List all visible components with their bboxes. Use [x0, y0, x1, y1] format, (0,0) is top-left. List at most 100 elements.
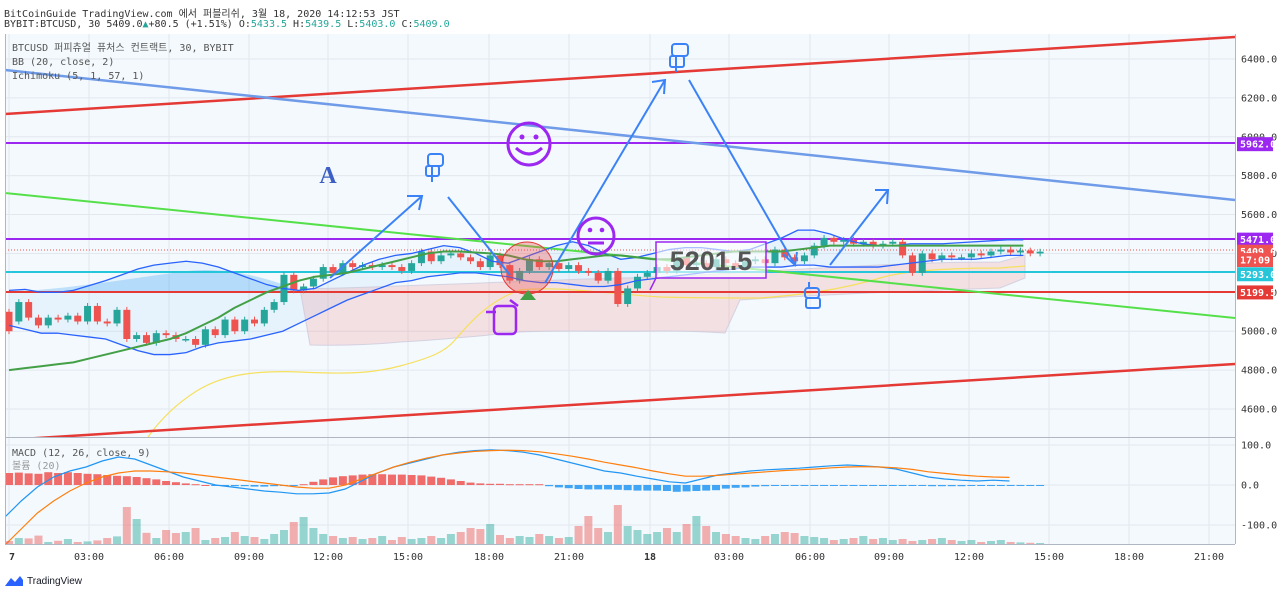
volume-bar: [810, 537, 819, 544]
volume-bar: [918, 540, 927, 544]
volume-bar: [662, 528, 671, 544]
macd-hist-bar: [633, 485, 642, 491]
macd-hist-bar: [289, 485, 298, 486]
volume-bar: [712, 532, 721, 544]
volume-bar: [878, 538, 887, 544]
macd-hist-bar: [780, 485, 789, 486]
time-tick: 09:00: [234, 552, 264, 563]
candle: [771, 246, 779, 267]
macd-hist-bar: [682, 485, 691, 492]
candle: [476, 258, 484, 270]
time-axis[interactable]: 7 03:00 06:00 09:00 12:00 15:00 18:00 21:00 18 03…: [9, 552, 1224, 563]
macd-hist-bar: [535, 484, 544, 486]
candle: [93, 303, 101, 325]
candle: [486, 252, 494, 270]
legend-bb: BB (20, close, 2): [12, 57, 114, 68]
macd-hist-bar: [859, 485, 868, 486]
volume-bar: [1006, 542, 1015, 544]
macd-hist-bar: [820, 485, 829, 486]
candle: [614, 268, 622, 307]
svg-text:5199.5: 5199.5: [1240, 288, 1276, 299]
volume-bar: [14, 538, 23, 544]
volume-bar: [594, 528, 603, 544]
candle: [192, 336, 200, 348]
candle: [1026, 247, 1034, 257]
macd-hist-bar: [14, 472, 23, 485]
price-label: 17:09: [1237, 253, 1273, 268]
candle: [84, 303, 92, 325]
candle: [918, 250, 926, 276]
volume-bar: [839, 539, 848, 544]
candle: [5, 308, 13, 335]
price-tick: 4600.0: [1241, 405, 1277, 416]
volume-bar: [505, 538, 514, 544]
time-tick: 21:00: [554, 552, 584, 563]
volume-bar: [466, 528, 475, 544]
candle: [830, 234, 838, 245]
macd-hist-bar: [810, 485, 819, 486]
volume-bar: [486, 524, 495, 544]
macd-hist-bar: [751, 485, 760, 487]
main-pane: 5201.5 A: [5, 35, 1235, 437]
volume-bar: [829, 540, 838, 544]
highlight-circle: [500, 241, 554, 295]
macd-hist-bar: [977, 485, 986, 486]
volume-bar: [496, 535, 504, 544]
volume-bar: [967, 540, 976, 544]
volume-bar: [211, 538, 220, 544]
macd-hist-bar: [702, 485, 711, 491]
macd-hist-bar: [584, 485, 593, 490]
macd-hist-bar: [829, 485, 838, 486]
projection-arrows: [329, 78, 890, 284]
bb-lower-line: [8, 254, 1024, 356]
macd-hist-bar: [103, 475, 112, 485]
candle: [251, 316, 258, 327]
macd-hist-bar: [721, 485, 730, 489]
time-tick: 09:00: [874, 552, 904, 563]
volume-bar: [250, 537, 259, 544]
price-label: 5293.0: [1237, 267, 1276, 282]
volume-bar: [554, 538, 563, 544]
candle: [270, 299, 278, 313]
macd-hist-bar: [761, 485, 770, 487]
candle: [977, 250, 985, 259]
volume-bar: [751, 539, 760, 544]
volume-bar: [623, 526, 632, 544]
publish-info: BitCoinGuide TradingView.com 에서 퍼블리쉬, 3월…: [4, 5, 400, 20]
volume-bar: [476, 529, 485, 544]
volume-bar: [368, 538, 377, 544]
macd-hist-bar: [770, 485, 779, 486]
macd-hist-bar: [329, 477, 338, 485]
volume-bar: [731, 536, 740, 544]
candle: [34, 314, 42, 329]
volume-bar: [643, 534, 652, 544]
volume-bar: [329, 536, 338, 544]
macd-hist-bar: [496, 483, 504, 485]
macd-hist-bar: [63, 472, 72, 485]
volume-bar: [54, 540, 63, 544]
volume-bar: [309, 528, 318, 544]
volume-bar: [24, 538, 33, 544]
volume-bar: [240, 536, 249, 544]
candle: [113, 306, 121, 327]
trading-chart[interactable]: 5201.5 A: [0, 34, 1280, 572]
candle: [594, 269, 602, 284]
low-value: 5403.0: [359, 19, 396, 30]
volume-bar: [1026, 542, 1035, 544]
candle: [555, 260, 563, 272]
wave-label-a: A: [319, 163, 337, 189]
volume-bars: [5, 505, 1045, 544]
macd-axis[interactable]: 100.0 0.0 -100.0: [1241, 441, 1277, 532]
macd-hist-bar: [338, 476, 347, 485]
macd-hist-bar: [152, 479, 161, 485]
volume-bar: [103, 538, 112, 544]
open-value: 5433.5: [250, 19, 288, 30]
time-tick: 18:00: [474, 552, 504, 563]
macd-hist-bar: [888, 485, 897, 486]
volume-bar: [397, 537, 406, 544]
volume-bar: [633, 530, 642, 544]
macd-hist-bar: [643, 485, 652, 491]
blue-trendline: [5, 68, 1235, 202]
legend: BTCUSD 퍼피츄얼 퓨처스 컨트랙트, 30, BYBIT BB (20, …: [12, 42, 234, 472]
